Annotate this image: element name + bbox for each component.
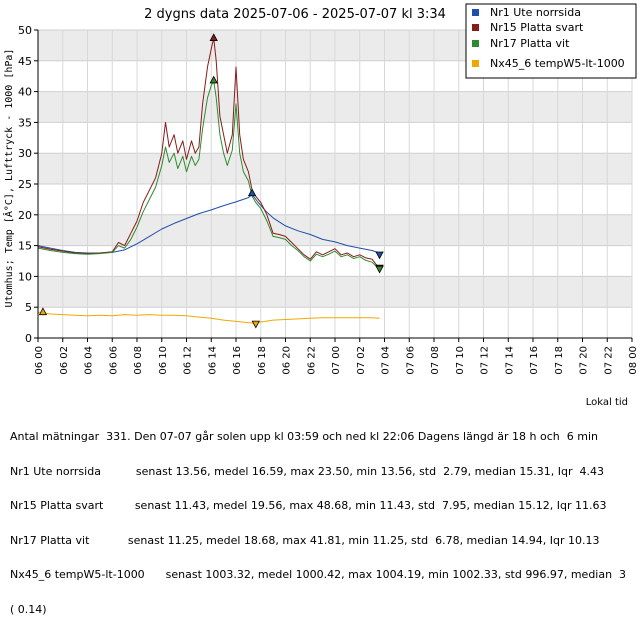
min-marker — [375, 251, 384, 260]
x-tick-label: 07 10 — [455, 346, 466, 375]
legend-swatch — [472, 40, 479, 47]
x-tick-label: 06 10 — [158, 346, 169, 375]
extreme-markers — [38, 33, 384, 329]
legend-label: Nr1 Ute norrsida — [490, 6, 581, 19]
x-tick-label: 07 06 — [405, 346, 416, 375]
y-tick-label: 50 — [18, 24, 32, 37]
x-tick-label: 07 02 — [356, 346, 367, 375]
max-marker — [209, 33, 218, 42]
x-tick-label: 06 02 — [59, 346, 70, 375]
x-tick-label: 07 14 — [504, 346, 515, 375]
x-tick-label: 06 00 — [34, 346, 45, 375]
series-line — [37, 80, 380, 270]
stats-line-summary: Antal mätningar 331. Den 07-07 går solen… — [10, 430, 598, 443]
x-tick-label: 07 18 — [554, 346, 565, 375]
legend-box — [465, 3, 637, 79]
y-tick-label: 35 — [18, 116, 32, 129]
y-tick-label: 15 — [18, 240, 32, 253]
x-axis-label: Lokal tid — [586, 397, 628, 408]
y-tick-label: 30 — [18, 147, 32, 160]
x-tick-label: 07 16 — [529, 346, 540, 375]
stats-line-nr1: Nr1 Ute norrsida senast 13.56, medel 16.… — [10, 464, 605, 478]
legend-label: Nr15 Platta svart — [490, 21, 584, 34]
stats-line-nr15: Nr15 Platta svart senast 11.43, medel 19… — [10, 499, 607, 512]
legend-label: Nx45_6 tempW5-lt-1000 — [490, 57, 625, 70]
x-tick-label: 07 12 — [480, 346, 491, 375]
legend-swatch — [472, 60, 479, 67]
statistics-panel: Antal mätningar 331. Den 07-07 går solen… — [10, 408, 638, 627]
x-tick-label: 06 18 — [257, 346, 268, 375]
series-lines — [37, 37, 380, 324]
legend-swatch — [472, 24, 479, 31]
chart: 2 dygns data 2025-07-06 - 2025-07-07 kl … — [2, 3, 639, 408]
legend: Nr1 Ute norrsida Nr15 Platta svart Nr17 Pl… — [465, 3, 637, 79]
x-tick-label: 06 06 — [108, 346, 119, 375]
y-tick-label: 20 — [18, 209, 32, 222]
max-marker — [247, 188, 257, 197]
min-marker — [375, 265, 384, 274]
x-tick-label: 06 22 — [306, 346, 317, 375]
x-tick-label: 07 22 — [603, 346, 614, 375]
x-tick-label: 06 20 — [282, 346, 293, 375]
x-tick-label: 07 04 — [381, 346, 392, 375]
y-axis-label: Utomhus; Temp [Â°C], Lufttryck - 1000 [h… — [2, 49, 15, 308]
max-marker — [209, 75, 218, 84]
y-tick-label: 0 — [25, 332, 32, 345]
series-line — [37, 311, 380, 324]
x-tick-label: 07 08 — [430, 346, 441, 375]
x-tick-label: 08 00 — [628, 346, 639, 375]
legend-label: Nr17 Platta vit — [490, 37, 570, 50]
y-tick-label: 5 — [25, 301, 32, 314]
stats-line-nx45: Nx45_6 tempW5-lt-1000 senast 1003.32, me… — [10, 568, 627, 581]
x-axis-ticks: 06 00 06 02 06 04 06 06 06 08 06 10 06 12 06 14… — [34, 338, 639, 375]
y-tick-label: 40 — [18, 86, 32, 99]
grid-lines — [37, 29, 633, 339]
y-tick-label: 10 — [18, 270, 32, 283]
series-line — [37, 37, 380, 268]
x-tick-label: 06 16 — [232, 346, 243, 375]
min-marker — [251, 320, 260, 329]
x-tick-label: 06 14 — [207, 346, 218, 375]
stats-line-nx45-cont: ( 0.14) — [10, 602, 47, 616]
x-tick-label: 07 20 — [579, 346, 590, 375]
x-tick-label: 06 08 — [133, 346, 144, 375]
y-tick-label: 45 — [18, 55, 32, 68]
x-tick-label: 06 04 — [84, 346, 95, 375]
x-tick-label: 07 00 — [331, 346, 342, 375]
legend-swatch — [472, 9, 479, 16]
y-axis-ticks: 0 5 10 15 20 25 30 35 40 45 50 — [18, 24, 38, 345]
y-tick-label: 25 — [18, 178, 32, 191]
x-tick-label: 06 12 — [183, 346, 194, 375]
stats-line-nr17: Nr17 Platta vit senast 11.25, medel 18.6… — [10, 533, 600, 547]
chart-title: 2 dygns data 2025-07-06 - 2025-07-07 kl … — [144, 7, 446, 22]
max-marker — [38, 307, 48, 316]
